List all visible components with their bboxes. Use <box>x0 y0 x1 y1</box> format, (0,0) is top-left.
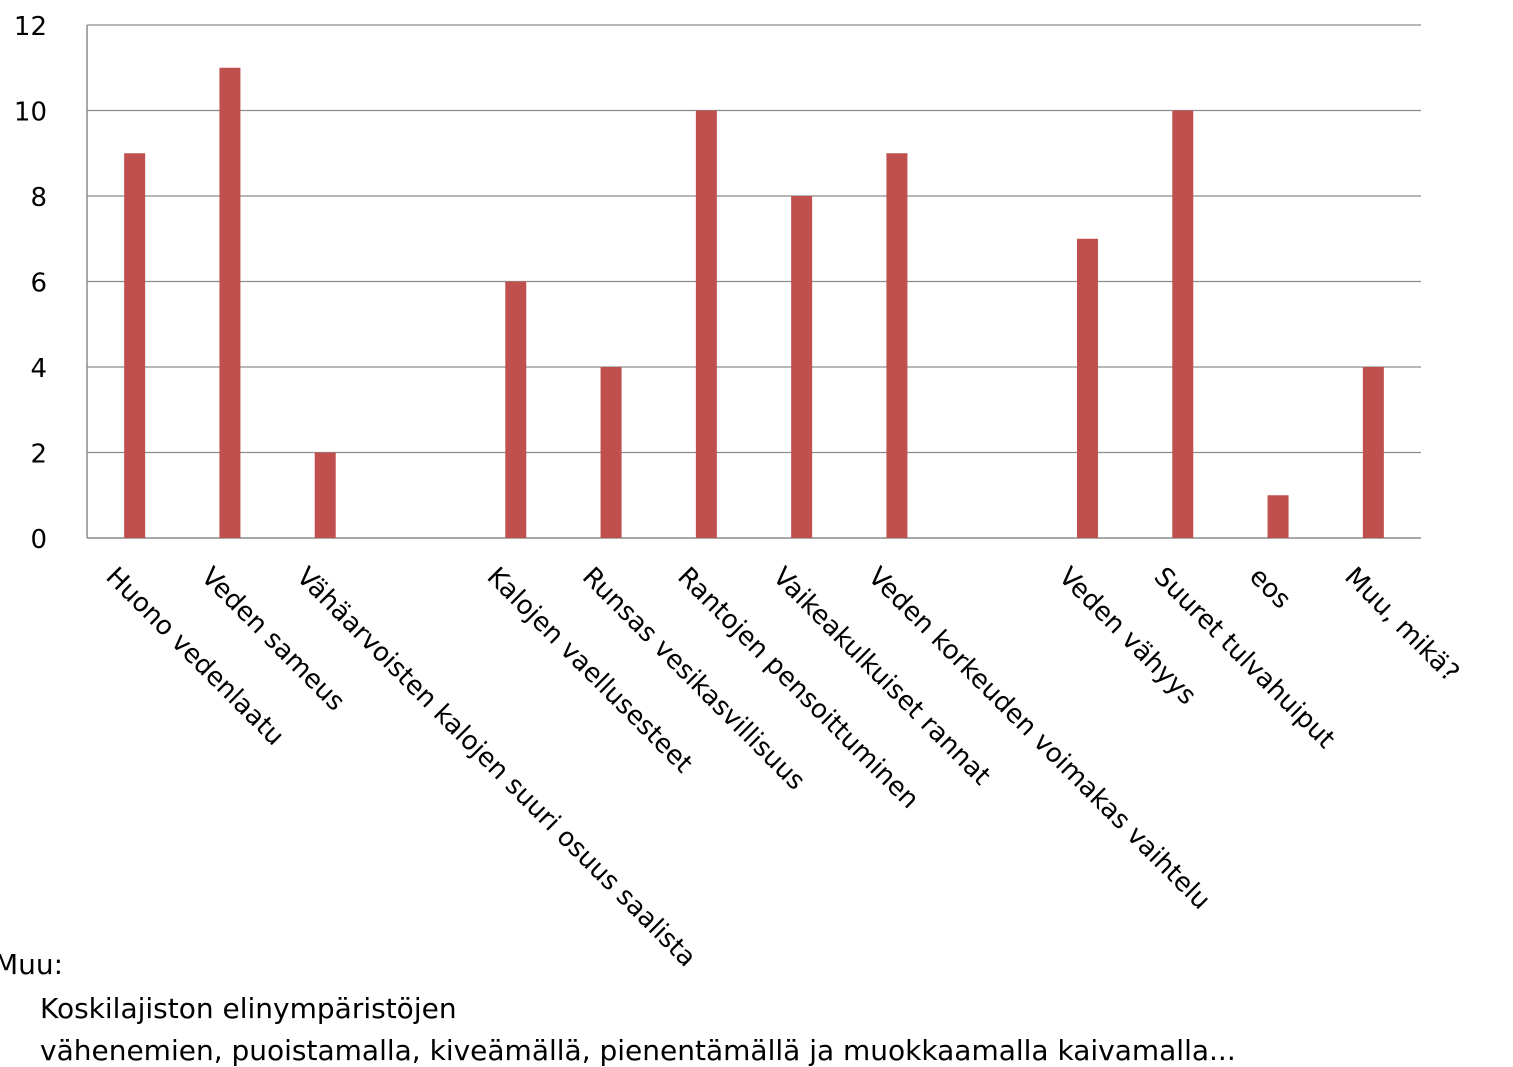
bar <box>791 196 813 538</box>
y-tick-label: 0 <box>30 525 47 555</box>
x-tick-label: Muu, mikä? <box>1338 562 1464 688</box>
y-tick-label: 4 <box>30 354 47 384</box>
y-tick-label: 12 <box>14 12 47 42</box>
y-tick-label: 8 <box>30 183 47 213</box>
chart: 0 2 4 6 8 10 12 Huono vedenlaatu Veden sameus Väh… <box>14 12 1465 973</box>
bar <box>219 67 241 538</box>
bar <box>314 452 336 538</box>
bar <box>505 281 527 538</box>
bar <box>695 110 717 538</box>
bar <box>1362 367 1384 538</box>
y-tick-label: 6 <box>30 269 47 299</box>
x-tick-label: Suuret tulvahuiput <box>1148 562 1341 755</box>
y-tick-label: 2 <box>30 440 47 470</box>
bar <box>1077 238 1098 538</box>
bar <box>1172 110 1194 538</box>
note-line-1: Koskilajiston elinympäristöjen <box>40 992 457 1025</box>
x-tick-label: Huono vedenlaatu <box>100 562 290 752</box>
x-tick-label: eos <box>1243 562 1296 615</box>
bar <box>124 153 146 538</box>
y-tick-label: 10 <box>14 98 47 128</box>
note-label: Muu: <box>0 948 64 981</box>
x-tick-label: Veden korkeuden voimakas vaihtelu <box>862 562 1216 916</box>
bar <box>600 367 622 538</box>
note-line-2: vähenemien, puoistamalla, kiveämällä, pi… <box>40 1034 1236 1067</box>
bar <box>1267 495 1289 538</box>
bar <box>886 153 908 538</box>
